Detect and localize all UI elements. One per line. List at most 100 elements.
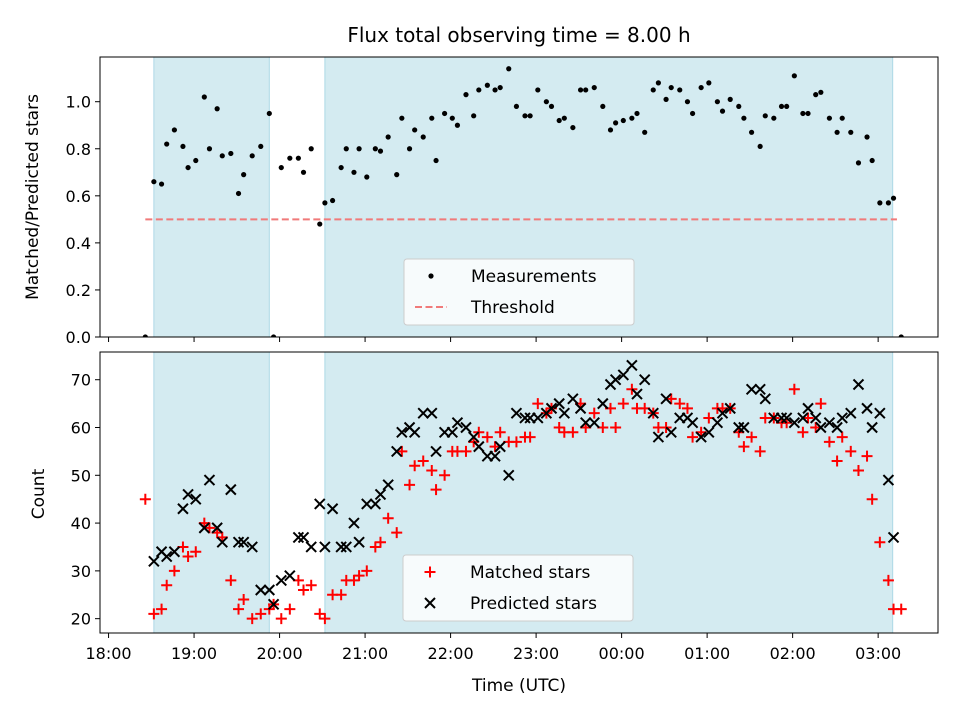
predicted-star-point bbox=[391, 445, 403, 458]
measurement-point bbox=[784, 103, 790, 110]
predicted-star-point bbox=[519, 412, 531, 424]
measurement-point bbox=[762, 113, 768, 119]
predicted-star-point bbox=[626, 359, 638, 372]
series-predicted-stars bbox=[148, 359, 900, 611]
predicted-star-point bbox=[716, 407, 729, 419]
predicted-star-point bbox=[168, 546, 181, 558]
measurement-point bbox=[171, 127, 177, 133]
x-tick-label: 21:00 bbox=[342, 644, 388, 663]
predicted-star-point bbox=[882, 474, 895, 486]
measurement-point bbox=[258, 143, 264, 150]
measurement-point bbox=[727, 96, 733, 102]
x-tick-label: 22:00 bbox=[428, 644, 474, 663]
predicted-star-point bbox=[579, 417, 592, 429]
matched-star-point bbox=[895, 603, 907, 615]
matched-star-point bbox=[353, 570, 365, 582]
measurement-point bbox=[898, 334, 904, 337]
matched-star-point bbox=[426, 465, 438, 477]
legend-entry-matched-stars: Matched stars bbox=[424, 563, 590, 583]
matched-star-point bbox=[417, 455, 429, 467]
matched-star-point bbox=[746, 431, 758, 443]
matched-star-point bbox=[553, 422, 565, 434]
predicted-star-point bbox=[369, 498, 382, 510]
matched-star-point bbox=[588, 407, 600, 419]
measurement-point bbox=[249, 153, 255, 159]
measurement-point bbox=[497, 84, 503, 91]
matched-star-point bbox=[225, 574, 237, 586]
measurement-point bbox=[548, 103, 555, 110]
matched-star-point bbox=[182, 551, 194, 563]
legend: Matched stars Predicted stars bbox=[402, 554, 634, 622]
measurement-point bbox=[372, 146, 378, 152]
predicted-star-point bbox=[489, 450, 501, 462]
matched-star-point bbox=[810, 422, 822, 434]
measurement-point bbox=[420, 134, 426, 140]
matched-star-point bbox=[255, 608, 267, 620]
measurement-point bbox=[583, 87, 589, 93]
predicted-star-point bbox=[780, 412, 793, 424]
measurement-point bbox=[201, 94, 207, 100]
predicted-star-point bbox=[340, 541, 352, 553]
measurement-point bbox=[193, 157, 199, 164]
matched-star-point bbox=[494, 426, 506, 438]
predicted-star-point bbox=[852, 378, 865, 391]
y-tick-label: 1.0 bbox=[66, 93, 91, 112]
matched-star-point bbox=[275, 613, 287, 625]
predicted-star-point bbox=[665, 426, 677, 438]
predicted-star-point bbox=[558, 407, 571, 419]
predicted-star-point bbox=[284, 569, 296, 582]
measurement-point bbox=[185, 164, 191, 171]
matched-star-point bbox=[510, 436, 522, 448]
measurement-point bbox=[834, 129, 840, 135]
axes-frame bbox=[99, 351, 939, 634]
predicted-star-point bbox=[361, 498, 373, 510]
matched-star-point bbox=[156, 603, 168, 615]
measurement-point bbox=[706, 80, 712, 86]
x-axis-label: Time (UTC) bbox=[471, 676, 566, 696]
matched-star-point bbox=[348, 574, 360, 586]
y-tick-label: 20 bbox=[71, 610, 91, 629]
legend-box bbox=[403, 258, 635, 326]
matched-star-point bbox=[524, 431, 536, 443]
legend-label: Measurements bbox=[471, 267, 597, 287]
measurement-point bbox=[890, 195, 897, 201]
predicted-star-point bbox=[292, 531, 305, 544]
measurement-point bbox=[295, 155, 301, 161]
measurement-point bbox=[442, 110, 448, 117]
measurement-point bbox=[506, 66, 512, 72]
matched-star-point bbox=[409, 460, 421, 472]
predicted-star-point bbox=[745, 383, 758, 395]
predicted-star-point bbox=[182, 488, 194, 501]
predicted-star-point bbox=[861, 402, 873, 415]
predicted-star-point bbox=[609, 374, 622, 386]
legend-box bbox=[402, 554, 634, 622]
measurement-point bbox=[885, 200, 892, 206]
x-tick-label: 20:00 bbox=[257, 644, 303, 663]
y-tick-label: 0.4 bbox=[66, 234, 91, 253]
predicted-star-point bbox=[797, 412, 809, 424]
matched-star-point bbox=[665, 393, 677, 405]
predicted-star-point bbox=[836, 412, 848, 424]
matched-star-point bbox=[284, 603, 296, 615]
measurement-point bbox=[351, 169, 357, 175]
predicted-star-point bbox=[494, 440, 506, 453]
predicted-star-point bbox=[446, 426, 459, 438]
predicted-star-point bbox=[246, 541, 258, 553]
matched-star-point bbox=[319, 613, 331, 625]
matched-star-point bbox=[203, 522, 215, 534]
predicted-star-point bbox=[733, 421, 745, 434]
legend-entry-measurements: Measurements bbox=[428, 267, 597, 287]
series-measurements bbox=[142, 66, 904, 337]
predicted-star-point bbox=[460, 421, 472, 434]
matched-star-point bbox=[687, 431, 699, 443]
matched-star-point bbox=[852, 465, 864, 477]
predicted-star-point bbox=[396, 426, 408, 438]
predicted-star-point bbox=[267, 598, 280, 611]
predicted-star-point bbox=[297, 531, 310, 544]
measurement-point bbox=[668, 84, 674, 91]
matched-star-point bbox=[298, 584, 310, 596]
measurement-point bbox=[235, 190, 242, 197]
measurement-point bbox=[655, 80, 661, 86]
measurement-point bbox=[484, 82, 490, 88]
measurement-point bbox=[527, 113, 533, 119]
